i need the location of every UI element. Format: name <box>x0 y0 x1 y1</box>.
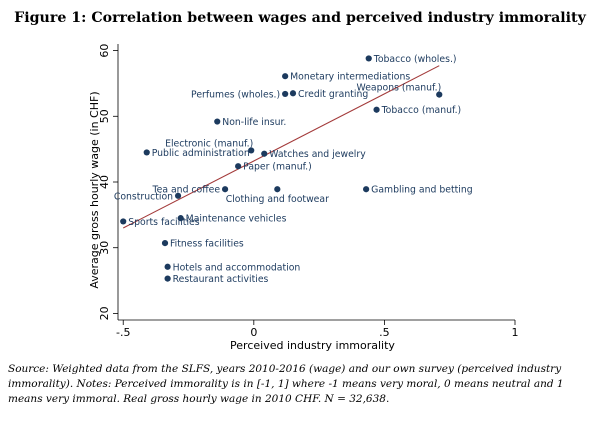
point-label: Credit granting <box>298 89 368 100</box>
data-point <box>363 186 370 193</box>
data-points-group: Tobacco (wholes.) Monetary intermediation… <box>114 54 473 285</box>
figure-caption: Source: Weighted data from the SLFS, yea… <box>8 363 564 405</box>
data-point <box>282 73 289 80</box>
x-tick-label: -.5 <box>116 326 130 339</box>
point-label: Non-life insur. <box>222 117 286 128</box>
y-tick-label: 20 <box>98 306 111 320</box>
point-label: Construction <box>114 191 173 202</box>
point-label: Public administration <box>152 148 250 159</box>
data-point <box>436 91 443 98</box>
data-point <box>235 163 242 170</box>
point-label: Tobacco (wholes.) <box>373 54 457 65</box>
point-label: Monetary intermediations <box>290 72 410 83</box>
y-tick-label: 30 <box>98 241 111 255</box>
point-label: Sports facilities <box>128 217 200 228</box>
y-tick-label: 40 <box>98 175 111 189</box>
data-point <box>282 90 289 98</box>
point-label: Watches and jewelry <box>269 149 366 160</box>
data-point <box>289 90 297 97</box>
data-point <box>373 106 380 113</box>
point-label: Electronic (manuf.) <box>165 138 253 149</box>
point-label: Hotels and accommodation <box>173 262 301 273</box>
data-point <box>177 215 184 222</box>
fit-line-group <box>122 65 440 229</box>
y-axis-label: Average gross hourly wage (in CHF) <box>88 91 101 288</box>
point-label: Restaurant activities <box>173 274 269 285</box>
data-point <box>161 240 169 247</box>
point-label: Gambling and betting <box>371 185 473 196</box>
data-point <box>221 186 229 193</box>
x-tick-label: .5 <box>379 326 390 339</box>
x-tick-label: 0 <box>250 326 257 339</box>
chart-axes: 20 30 40 50 60 -.5 0 .5 1 Perceived industry immo… <box>88 44 519 352</box>
figure-title: Figure 1: Correlation between wages and … <box>14 10 586 26</box>
point-label: Paper (manuf.) <box>243 162 312 173</box>
y-tick-label: 50 <box>98 109 111 123</box>
fitted-regression-line <box>122 65 440 229</box>
data-point <box>261 150 268 157</box>
scatter-chart: 20 30 40 50 60 -.5 0 .5 1 Perceived industry immo… <box>88 44 519 352</box>
chart-container: 20 30 40 50 60 -.5 0 .5 1 Perceived industry immo… <box>0 40 600 360</box>
data-point <box>164 263 171 270</box>
x-axis-label: Perceived industry immorality <box>230 339 395 352</box>
point-label: Clothing and footwear <box>226 194 329 205</box>
point-label: Maintenance vehicles <box>186 214 287 225</box>
point-label: Weapons (manuf.) <box>357 83 442 94</box>
point-label: Perfumes (wholes.) <box>191 89 280 100</box>
point-label: Fitness facilities <box>170 239 244 250</box>
data-point <box>214 118 221 125</box>
data-point <box>143 149 150 156</box>
data-point <box>174 192 182 199</box>
data-point <box>248 147 255 154</box>
data-point <box>274 186 281 193</box>
data-point <box>164 275 171 282</box>
x-tick-label: 1 <box>512 326 519 339</box>
y-tick-label: 60 <box>98 44 111 58</box>
data-point <box>120 218 127 225</box>
point-label: Tobacco (manuf.) <box>381 105 462 116</box>
point-label: Tea and coffee <box>152 185 221 196</box>
data-point <box>365 55 372 62</box>
